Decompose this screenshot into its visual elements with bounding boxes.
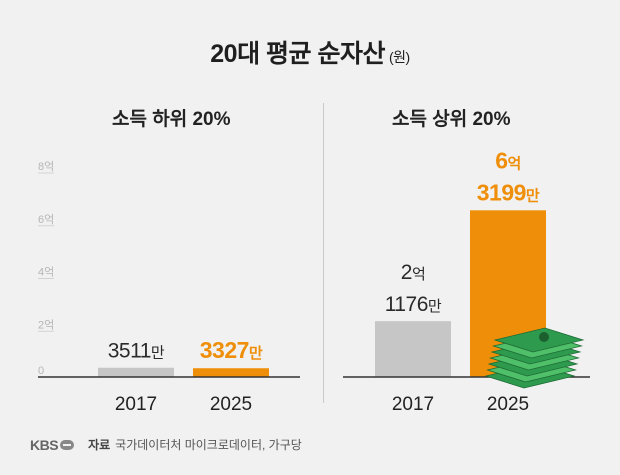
kbs-logo: KBS (30, 436, 75, 453)
data-label: 2억 (401, 261, 426, 284)
data-label: 6억 (495, 147, 521, 173)
panel-title-high: 소득 상위 20% (392, 109, 511, 130)
unit-label: (원) (388, 49, 410, 65)
banknote-portrait (539, 332, 549, 342)
data-label: 3199만 (477, 179, 540, 205)
chart-title-text: 20대 평균 순자산 (210, 40, 385, 68)
bar (98, 367, 174, 377)
panel-divider (323, 103, 324, 403)
y-tick-label: 8억 (38, 160, 54, 173)
money-stack-icon (484, 327, 585, 389)
y-tick-label: 0 (38, 365, 44, 377)
chart-title: 20대 평균 순자산 (원) (0, 34, 620, 70)
panel-title-low: 소득 하위 20% (112, 109, 231, 130)
y-tick-label: 6억 (38, 213, 54, 226)
x-tick-label: 2017 (392, 394, 434, 415)
x-tick-label: 2025 (210, 394, 252, 415)
x-tick-label: 2017 (115, 394, 157, 415)
y-tick-label: 4억 (38, 266, 54, 279)
bar (375, 321, 451, 377)
x-tick-label: 2025 (487, 394, 529, 415)
banknote (493, 327, 585, 353)
kbs-logo-mark-icon (60, 439, 75, 450)
source-label: 자료 (88, 438, 111, 452)
data-label: 3327만 (200, 337, 263, 363)
source-text: 국가데이터처 마이크로데이터, 가구당 (115, 438, 302, 452)
kbs-logo-text: KBS (30, 436, 59, 453)
data-label: 3511만 (108, 340, 165, 363)
data-label: 1176만 (385, 293, 442, 316)
y-tick-label: 2억 (38, 318, 54, 331)
bar (193, 368, 269, 377)
footer: KBS 자료 국가데이터처 마이크로데이터, 가구당 (30, 436, 302, 453)
